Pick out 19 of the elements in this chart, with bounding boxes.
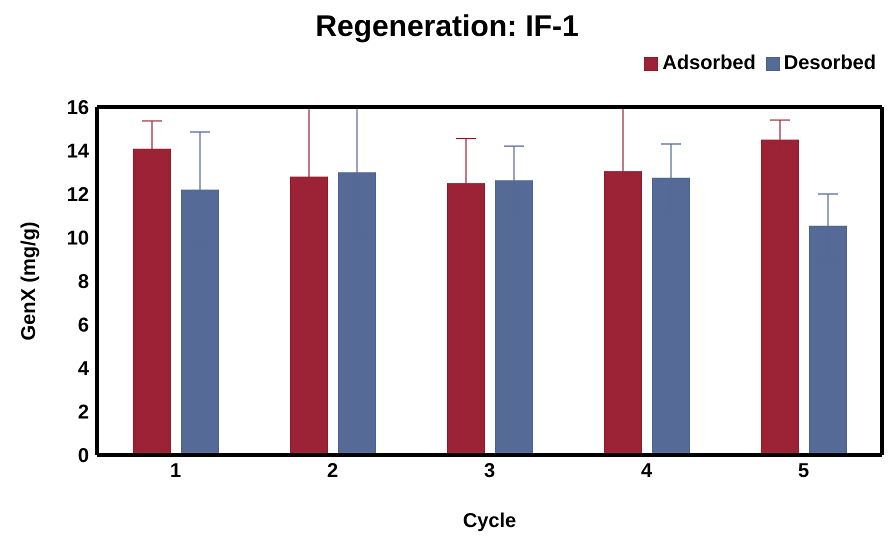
y-tick-label: 12 xyxy=(66,184,89,206)
y-tick-label: 8 xyxy=(78,271,89,294)
chart-title: Regeneration: IF-1 xyxy=(314,10,580,44)
y-tick-label: 0 xyxy=(78,445,89,468)
legend-label: Desorbed xyxy=(784,52,876,74)
legend-label: Adsorbed xyxy=(662,52,756,74)
y-tick-label: 10 xyxy=(66,228,89,250)
y-tick-label: 16 xyxy=(66,97,89,120)
x-tick-label: 4 xyxy=(640,460,653,482)
y-axis-title: GenX (mg/g) xyxy=(18,222,40,340)
x-tick-label: 5 xyxy=(798,460,810,482)
x-tick-label: 3 xyxy=(484,460,496,482)
x-axis-title: Cycle xyxy=(462,510,516,532)
y-tick-label: 2 xyxy=(78,402,89,424)
x-tick-label: 2 xyxy=(326,460,338,482)
y-tick-label: 6 xyxy=(78,314,89,337)
y-tick-label: 4 xyxy=(78,358,90,380)
y-tick-label: 14 xyxy=(66,140,90,163)
x-tick-label: 1 xyxy=(170,460,182,482)
